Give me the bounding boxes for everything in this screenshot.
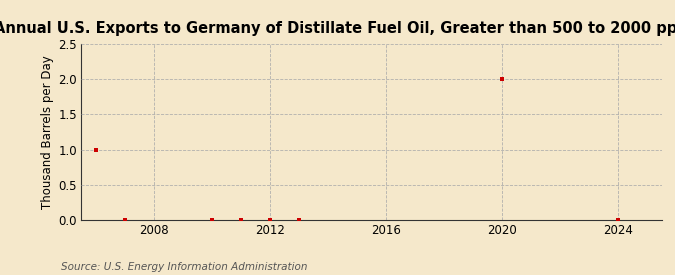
Y-axis label: Thousand Barrels per Day: Thousand Barrels per Day [41, 55, 54, 209]
Text: Source: U.S. Energy Information Administration: Source: U.S. Energy Information Administ… [61, 262, 307, 272]
Point [235, 218, 246, 222]
Point [119, 218, 130, 222]
Title: Annual U.S. Exports to Germany of Distillate Fuel Oil, Greater than 500 to 2000 : Annual U.S. Exports to Germany of Distil… [0, 21, 675, 36]
Point [264, 218, 275, 222]
Point [613, 218, 624, 222]
Point [90, 147, 101, 152]
Point [293, 218, 304, 222]
Point [497, 77, 508, 81]
Point [207, 218, 217, 222]
